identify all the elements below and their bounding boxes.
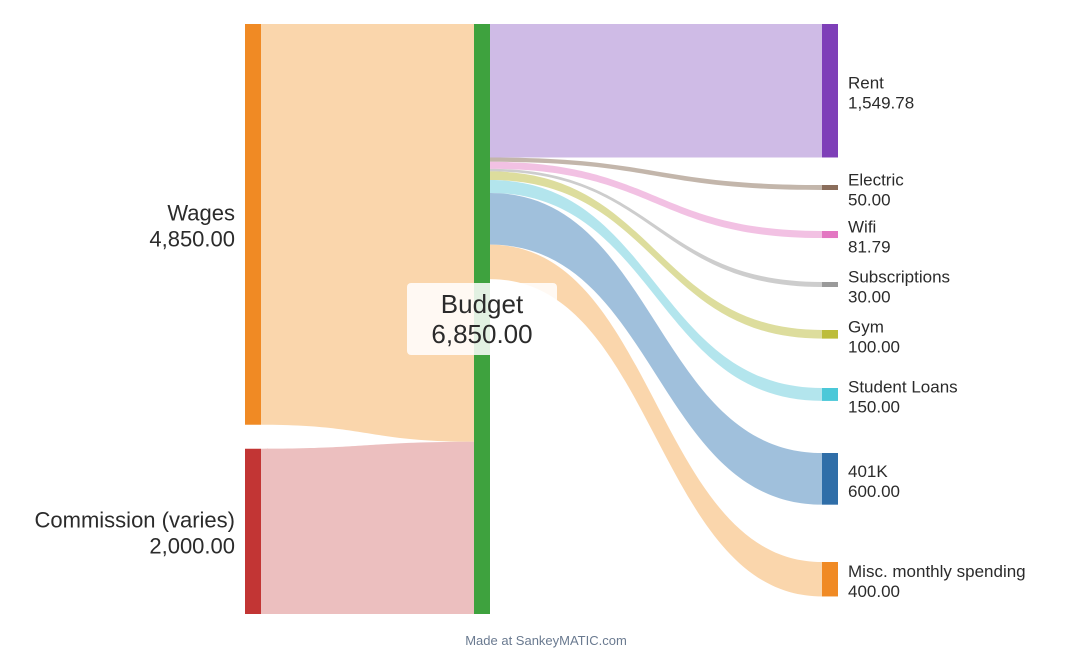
node-wifi: [822, 231, 838, 238]
sankey-diagram: Wages4,850.00 Commission (varies)2,000.00…: [0, 0, 1092, 667]
label-electric: Electric: [848, 171, 904, 190]
value-wages: 4,850.00: [149, 226, 235, 251]
node-401k: [822, 453, 838, 505]
node-gym: [822, 330, 838, 339]
label-commission: Commission (varies): [35, 507, 235, 532]
flow-commission-to-budget: [261, 442, 474, 614]
value-subs: 30.00: [848, 288, 891, 307]
flow-wages-to-budget: [261, 24, 474, 442]
label-wages: Wages: [167, 200, 235, 225]
value-gym: 100.00: [848, 337, 900, 356]
value-electric: 50.00: [848, 191, 891, 210]
label-401k: 401K: [848, 462, 888, 481]
label-misc: Misc. monthly spending: [848, 562, 1026, 581]
label-loans: Student Loans: [848, 377, 958, 396]
value-wifi: 81.79: [848, 238, 891, 257]
label-subs: Subscriptions: [848, 268, 950, 287]
node-electric: [822, 185, 838, 190]
flow-budget-to-rent: [490, 24, 822, 157]
value-budget: 6,850.00: [431, 319, 532, 349]
value-rent: 1,549.78: [848, 94, 914, 113]
node-subs: [822, 282, 838, 287]
value-misc: 400.00: [848, 582, 900, 601]
label-wifi: Wifi: [848, 218, 876, 237]
label-budget: Budget: [441, 289, 524, 319]
node-rent: [822, 24, 838, 157]
node-loans: [822, 388, 838, 401]
node-misc: [822, 562, 838, 596]
node-wages: [245, 24, 261, 425]
label-gym: Gym: [848, 317, 884, 336]
value-commission: 2,000.00: [149, 533, 235, 558]
value-401k: 600.00: [848, 482, 900, 501]
label-rent: Rent: [848, 74, 884, 93]
value-loans: 150.00: [848, 397, 900, 416]
footer-attribution: Made at SankeyMATIC.com: [465, 633, 627, 648]
node-commission: [245, 449, 261, 614]
